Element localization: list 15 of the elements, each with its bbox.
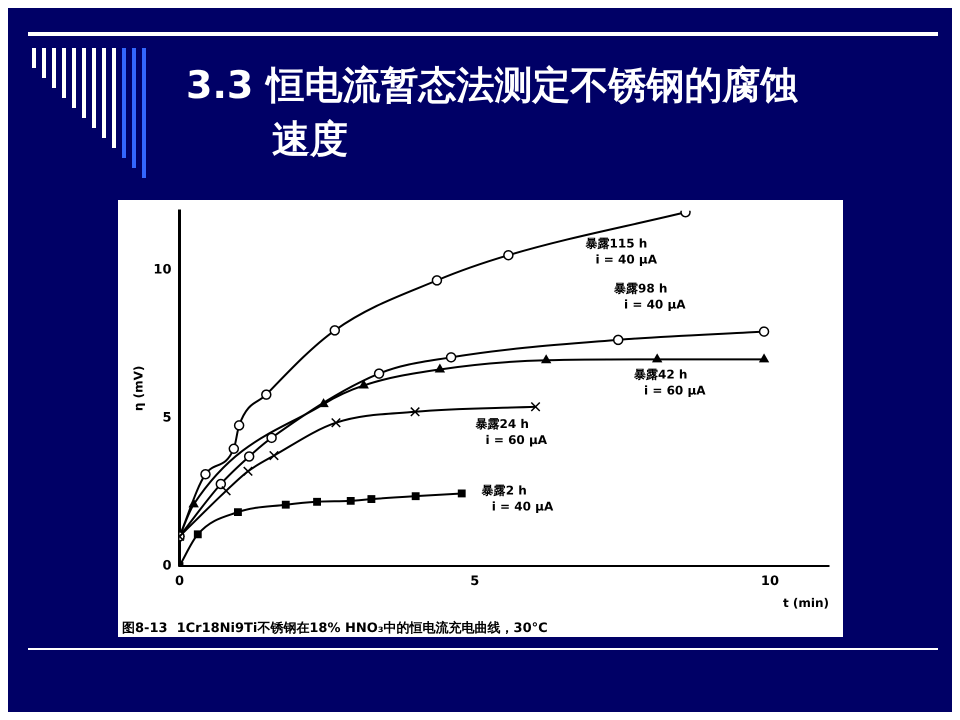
y-tick-label: 5	[162, 410, 172, 426]
chart-title: 3.3 恒电流暂态法测定不锈钢的腐蚀速度	[186, 63, 799, 161]
series-label: 暴露24 h i = 60 μA	[474, 416, 548, 447]
caption: 图8-13 1Cr18Ni9Ti不锈钢在18% HNO₃中的恒电流充电曲线，30°C	[122, 620, 548, 636]
y-tick-label: 0	[162, 558, 172, 574]
series-label: 暴露2 h i = 40 μA	[480, 484, 554, 514]
y-tick-label: 10	[153, 262, 172, 278]
series-label: 暴露42 h i = 60 μA	[633, 368, 706, 398]
y-axis-title: η (mV)	[131, 366, 146, 412]
series-label: 暴露115 h i = 40 μA	[584, 236, 658, 266]
x-tick-label: 0	[174, 574, 184, 590]
series-label: 暴露98 h i = 40 μA	[613, 282, 686, 312]
x-axis-title: t (min)	[782, 596, 829, 610]
x-tick-label: 5	[470, 574, 480, 590]
x-tick-label: 10	[760, 574, 779, 590]
